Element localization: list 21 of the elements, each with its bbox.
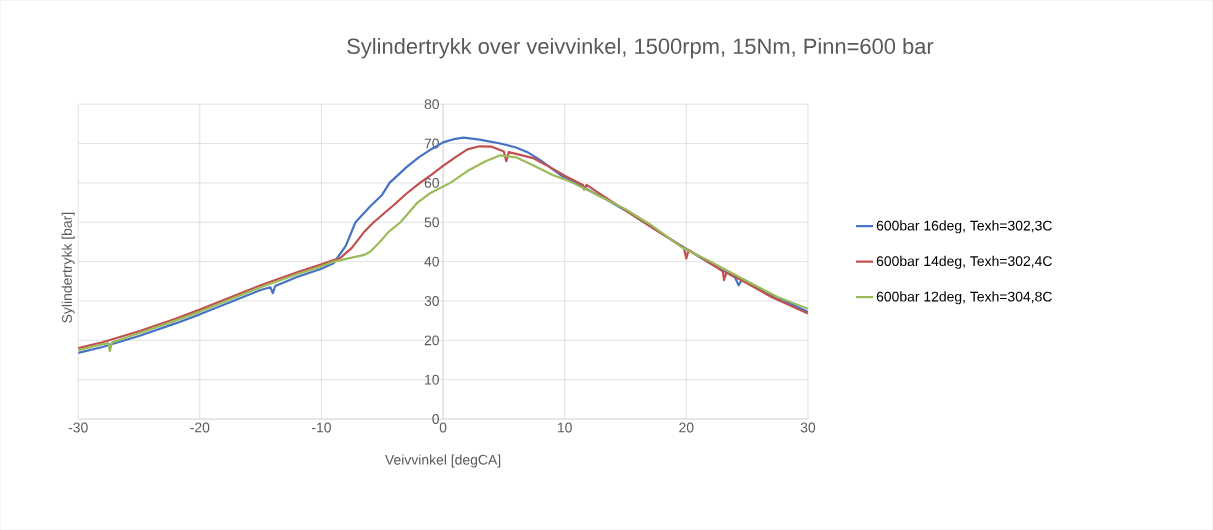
x-tick-label: 0: [439, 422, 447, 433]
chart-title: Sylindertrykk over veivvinkel, 1500rpm, 15Nm, Pinn=600 bar: [347, 37, 934, 59]
x-tick-label: 20: [679, 422, 694, 433]
x-tick-label: 30: [800, 422, 816, 433]
legend-label: 600bar 14deg, Texh=302,4C: [876, 255, 1052, 269]
x-axis-title: Veivvinkel [degCA]: [384, 454, 501, 468]
x-tick-label: -30: [68, 422, 88, 433]
y-tick-label: 10: [425, 374, 439, 385]
x-tick-label: -10: [311, 422, 331, 433]
y-tick-label: 40: [424, 256, 439, 267]
legend-label: 600bar 12deg, Texh=304,8C: [876, 291, 1052, 305]
legend-label: 600bar 16deg, Texh=302,3C: [876, 220, 1052, 234]
y-tick-label: 80: [424, 99, 439, 109]
y-tick-label: 30: [424, 295, 439, 306]
y-tick-label: 0: [432, 414, 439, 424]
y-axis-title: Sylindertrykk [bar]: [61, 212, 75, 323]
y-tick-label: 20: [424, 335, 439, 346]
x-tick-label: 10: [557, 422, 572, 433]
y-tick-label: 60: [424, 177, 439, 188]
x-tick-label: -20: [190, 422, 210, 433]
y-tick-label: 50: [424, 217, 439, 228]
